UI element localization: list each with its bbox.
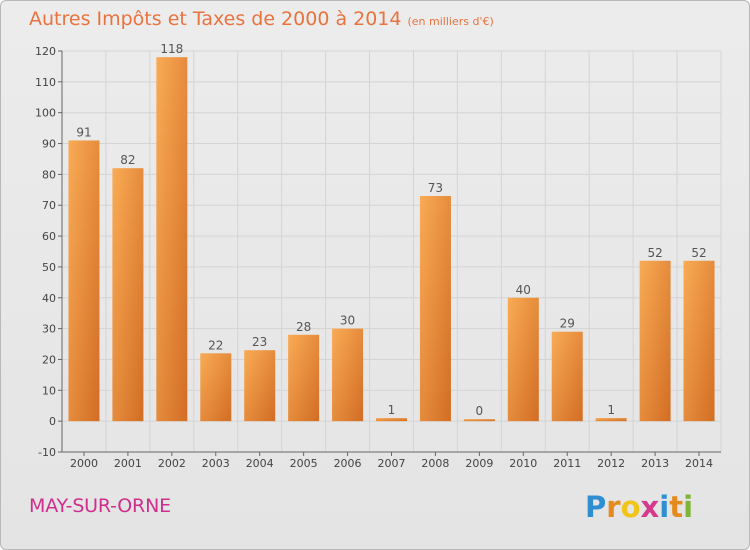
data-label: 1 — [607, 403, 615, 417]
bar — [244, 350, 276, 422]
bar — [376, 418, 407, 422]
bar — [332, 328, 364, 422]
y-tick-label: 120 — [35, 45, 56, 58]
data-label: 29 — [560, 317, 575, 331]
data-label: 82 — [120, 153, 135, 167]
y-tick-label: 30 — [42, 323, 56, 336]
x-tick-label: 2000 — [70, 457, 98, 470]
bar — [68, 140, 100, 422]
bars — [68, 57, 715, 422]
data-label: 0 — [476, 404, 484, 418]
data-label: 30 — [340, 314, 355, 328]
data-label: 73 — [428, 181, 443, 195]
data-label: 28 — [296, 320, 311, 334]
bar — [463, 419, 495, 422]
x-tick-label: 2014 — [685, 457, 713, 470]
data-label: 91 — [76, 125, 91, 139]
y-tick-label: 70 — [42, 199, 56, 212]
y-tick-label: 110 — [35, 76, 56, 89]
y-tick-label: 80 — [42, 168, 56, 181]
x-tick-label: 2013 — [641, 457, 669, 470]
data-label: 1 — [388, 403, 396, 417]
bar — [200, 353, 232, 422]
commune-name: MAY-SUR-ORNE — [29, 495, 171, 517]
bar — [683, 260, 715, 422]
y-tick-label: 100 — [35, 107, 56, 120]
bar — [288, 334, 320, 422]
proxiti-logo: Proxiti — [585, 490, 693, 524]
bar — [639, 260, 671, 422]
bar — [507, 297, 539, 422]
bar — [551, 331, 583, 422]
x-tick-label: 2008 — [421, 457, 449, 470]
bar — [419, 195, 451, 422]
y-tick-label: 40 — [42, 292, 56, 305]
data-label: 40 — [516, 283, 531, 297]
data-label: 118 — [160, 42, 183, 56]
x-tick-label: 2007 — [378, 457, 406, 470]
x-tick-label: 2005 — [290, 457, 318, 470]
data-label: 23 — [252, 335, 267, 349]
x-tick-label: 2009 — [465, 457, 493, 470]
chart-subtitle: (en milliers d'€) — [407, 15, 494, 28]
y-tick-label: 0 — [49, 415, 56, 428]
y-tick-label: -10 — [38, 446, 56, 459]
svg-text:Proxiti: Proxiti — [585, 490, 693, 524]
y-tick-label: 50 — [42, 261, 56, 274]
bar — [156, 57, 188, 422]
x-tick-label: 2010 — [509, 457, 537, 470]
data-label: 22 — [208, 338, 223, 352]
x-tick-label: 2011 — [553, 457, 581, 470]
chart-title-text: Autres Impôts et Taxes de 2000 à 2014 — [29, 8, 402, 30]
x-tick-label: 2002 — [158, 457, 186, 470]
data-labels: 91 82 118 22 23 28 30 1 73 0 40 29 1 52 52 — [76, 42, 706, 418]
y-tick-label: 60 — [42, 230, 56, 243]
bar — [595, 418, 627, 422]
y-tick-label: 90 — [42, 138, 56, 151]
y-tick-label: 10 — [42, 384, 56, 397]
x-tick-label: 2001 — [114, 457, 142, 470]
x-tick-label: 2003 — [202, 457, 230, 470]
x-tick-label: 2004 — [246, 457, 274, 470]
y-tick-label: 20 — [42, 353, 56, 366]
x-tick-label: 2012 — [597, 457, 625, 470]
chart-title: Autres Impôts et Taxes de 2000 à 2014 (en… — [29, 8, 494, 30]
data-label: 52 — [691, 246, 706, 260]
bar — [112, 168, 144, 422]
x-tick-label: 2006 — [334, 457, 362, 470]
data-label: 52 — [647, 246, 662, 260]
